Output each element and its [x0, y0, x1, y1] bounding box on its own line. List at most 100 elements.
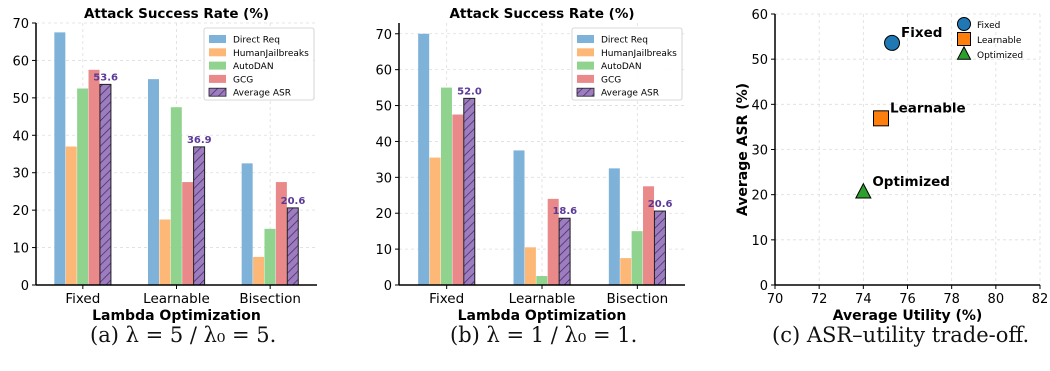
- caption-c: (c) ASR–utility trade-off.: [772, 323, 1030, 347]
- y-tick-label: 70: [12, 17, 29, 32]
- x-tick-label: 74: [855, 292, 872, 307]
- x-tick-label: 82: [1032, 292, 1049, 307]
- legend-swatch: [209, 35, 226, 43]
- y-tick-label: 50: [751, 53, 768, 68]
- chart-title: Attack Success Rate (%): [449, 6, 634, 22]
- x-tick-label: 72: [811, 292, 828, 307]
- bar: [253, 256, 265, 285]
- bar: [653, 210, 666, 286]
- y-tick-label: 50: [12, 92, 29, 107]
- data-label: 36.9: [187, 135, 212, 146]
- x-tick-label: 78: [943, 292, 960, 307]
- y-tick-label: 20: [375, 207, 392, 222]
- y-tick-label: 40: [375, 135, 392, 150]
- legend-swatch: [577, 48, 594, 57]
- legend-swatch: [577, 61, 594, 70]
- y-tick-label: 30: [12, 167, 29, 182]
- y-tick-label: 70: [375, 28, 392, 43]
- y-tick-label: 0: [21, 279, 29, 294]
- y-tick-label: 10: [375, 243, 392, 258]
- bar: [524, 247, 536, 285]
- scatter-point: [855, 182, 872, 199]
- y-tick-label: 60: [751, 8, 768, 23]
- legend-swatch: [577, 35, 594, 43]
- legend-label: HumanJailbreaks: [233, 49, 309, 59]
- bar: [148, 79, 159, 286]
- legend-label: Learnable: [977, 36, 1022, 46]
- bar: [547, 198, 559, 285]
- point-label: Fixed: [901, 25, 942, 41]
- legend-swatch: [209, 61, 226, 70]
- bar: [65, 146, 77, 285]
- bar: [275, 182, 287, 285]
- x-tick-label: 76: [899, 292, 916, 307]
- legend-marker: [957, 17, 971, 31]
- caption-a: (a) λ = 5 / λ₀ = 5.: [90, 323, 277, 347]
- bar: [241, 163, 253, 285]
- y-tick-label: 10: [751, 234, 768, 249]
- bar: [264, 228, 276, 285]
- y-tick-label: 50: [375, 100, 392, 115]
- legend-label: Average ASR: [601, 89, 659, 99]
- legend-label: GCG: [233, 75, 253, 85]
- x-tick-label: Bisection: [239, 291, 301, 307]
- legend-marker: [956, 45, 972, 60]
- legend-box: [203, 27, 315, 101]
- scatter-point: [873, 110, 889, 127]
- data-label: 20.6: [648, 199, 673, 210]
- bar: [463, 97, 476, 286]
- x-tick-label: 70: [767, 292, 784, 307]
- legend-label: AutoDAN: [233, 62, 274, 72]
- y-tick-label: 40: [751, 98, 768, 113]
- x-tick-label: Fixed: [65, 291, 100, 307]
- bar: [193, 146, 206, 286]
- bar: [631, 231, 643, 285]
- bar: [159, 219, 171, 285]
- y-tick-label: 30: [375, 171, 392, 186]
- x-axis-title: Lambda Optimization: [458, 308, 627, 324]
- legend-swatch: [209, 48, 226, 57]
- y-tick-label: 0: [760, 279, 768, 294]
- bar: [418, 33, 430, 286]
- y-tick-label: 60: [375, 64, 392, 79]
- legend-label: Direct Req: [233, 36, 280, 46]
- legend-label: Optimized: [977, 51, 1023, 61]
- y-tick-label: 10: [12, 242, 29, 257]
- legend-label: HumanJailbreaks: [601, 49, 677, 59]
- x-tick-label: Bisection: [607, 291, 669, 307]
- legend-label: GCG: [601, 75, 621, 85]
- legend-label: AutoDAN: [601, 62, 642, 72]
- y-tick-label: 30: [751, 144, 768, 159]
- bar: [620, 258, 632, 285]
- legend-label: Fixed: [977, 21, 1000, 31]
- data-label: 20.6: [281, 196, 306, 207]
- legend-label: Direct Req: [601, 36, 648, 46]
- x-axis-title: Lambda Optimization: [92, 308, 261, 324]
- bar: [536, 276, 548, 285]
- legend-swatch: [209, 74, 226, 83]
- y-tick-label: 20: [12, 204, 29, 219]
- bar: [88, 69, 100, 286]
- point-label: Learnable: [890, 100, 966, 116]
- data-label: 18.6: [552, 206, 577, 217]
- chart-title: Attack Success Rate (%): [84, 6, 269, 22]
- bar: [77, 88, 89, 285]
- x-tick-label: Learnable: [509, 291, 576, 307]
- data-label: 53.6: [93, 72, 118, 83]
- x-tick-label: Fixed: [429, 291, 464, 307]
- caption-b: (b) λ = 1 / λ₀ = 1.: [450, 323, 638, 347]
- bar: [170, 107, 182, 285]
- bar: [558, 217, 571, 286]
- bar: [429, 157, 441, 285]
- legend-label: Average ASR: [233, 89, 291, 99]
- y-axis-title: Average ASR (%): [735, 83, 751, 216]
- bar: [513, 150, 525, 285]
- bar: [286, 207, 299, 286]
- x-tick-label: Learnable: [143, 291, 210, 307]
- y-tick-label: 40: [12, 129, 29, 144]
- y-tick-label: 60: [12, 54, 29, 69]
- bar: [452, 114, 464, 286]
- legend-marker: [957, 32, 971, 46]
